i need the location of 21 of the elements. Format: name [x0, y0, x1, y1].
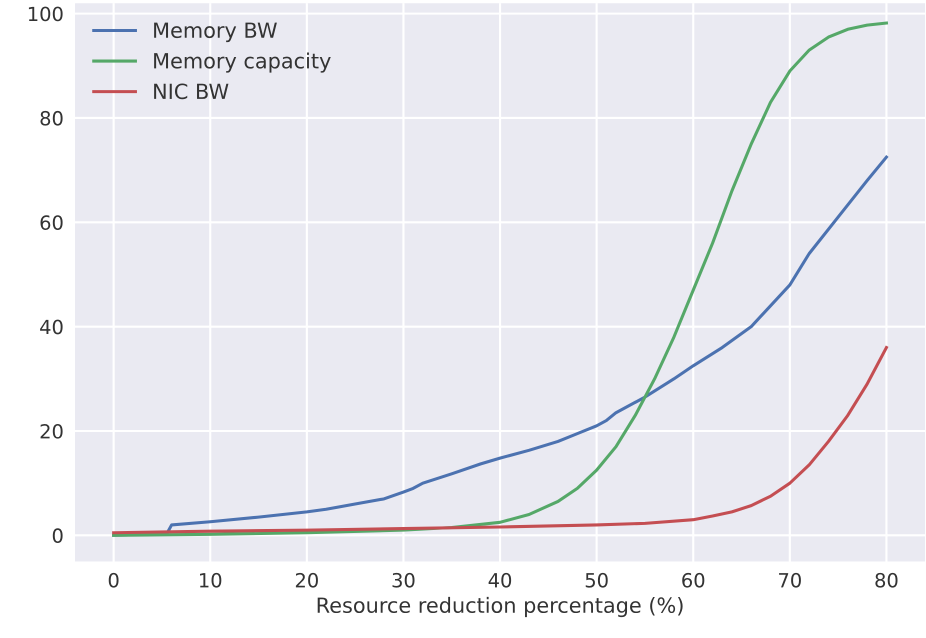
x-tick-label: 60: [682, 572, 704, 588]
legend-label: Memory BW: [154, 22, 277, 42]
x-tick-label: 30: [392, 572, 415, 588]
y-tick-label: 60: [40, 215, 63, 230]
y-tick-label: 0: [52, 528, 63, 544]
legend-label: NIC BW: [154, 83, 228, 100]
x-tick-label: 80: [875, 572, 898, 588]
legend-label: Memory capacity: [154, 52, 331, 73]
line-series: [112, 21, 888, 537]
x-tick-label: 20: [296, 572, 318, 588]
x-tick-label: 10: [200, 572, 222, 588]
x-axis-title: Resource reduction percentage (%): [318, 596, 683, 618]
x-tick-label: 50: [586, 572, 608, 588]
y-tick-label: 100: [28, 6, 63, 22]
y-tick-label: 40: [40, 320, 63, 334]
x-tick-label: 40: [488, 572, 512, 588]
y-tick-label: 80: [40, 110, 63, 126]
x-tick-label: 70: [779, 572, 801, 588]
line-series: [112, 346, 888, 534]
x-tick-label: 0: [108, 572, 119, 588]
y-tick-label: 20: [40, 424, 63, 439]
